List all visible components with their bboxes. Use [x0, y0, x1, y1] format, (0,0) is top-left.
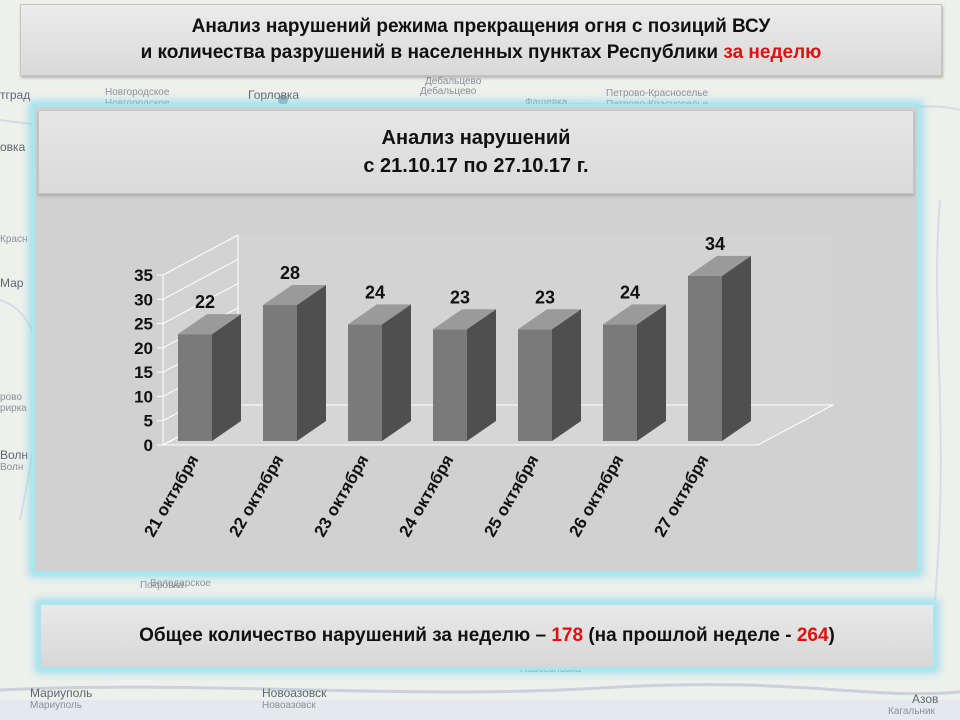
bar — [263, 305, 297, 441]
x-tick-label: 26 октября — [565, 452, 627, 541]
bar-top — [603, 304, 666, 325]
chart-subtitle: с 21.10.17 по 27.10.17 г. — [363, 155, 589, 177]
bar-value-label: 34 — [705, 234, 725, 254]
header-title-highlight: за неделю — [723, 42, 822, 63]
x-tick-label: 27 октября — [650, 452, 712, 541]
map-label: Покровка — [140, 580, 184, 591]
bar-top — [348, 304, 411, 325]
map-label: Красн — [0, 234, 28, 245]
y-tick-label: 35 — [134, 266, 153, 285]
header-banner: Анализ нарушений режима прекращения огня… — [20, 4, 942, 76]
map-label: Петрово-Красноселье — [606, 88, 709, 99]
map-label: Фащевка — [525, 97, 568, 108]
y-tick-label: 0 — [144, 436, 153, 455]
map-label: Мар — [0, 276, 24, 290]
bar-top — [178, 314, 241, 335]
y-tick-label: 20 — [134, 339, 153, 358]
summary-text: Общее количество нарушений за неделю – — [139, 625, 552, 646]
bar-side — [637, 304, 666, 441]
bar-side — [467, 309, 496, 441]
map-label: Дебальцево — [420, 86, 477, 97]
bar-value-label: 28 — [280, 263, 300, 283]
map-label: тград — [0, 88, 31, 102]
map-label: Азов — [912, 692, 939, 706]
bar-side — [722, 255, 751, 441]
bar — [688, 275, 722, 441]
map-label: рово — [0, 392, 22, 403]
x-tick-label: 22 октября — [225, 452, 287, 541]
header-title-text: и количества разрушений в населенных пун… — [140, 42, 724, 63]
y-tick-label: 15 — [134, 363, 153, 382]
summary-banner: Общее количество нарушений за неделю – 1… — [38, 602, 936, 670]
y-tick-label: 25 — [134, 315, 153, 334]
bar-top — [688, 255, 751, 276]
bar-value-label: 22 — [195, 292, 215, 312]
y-tick-label: 10 — [134, 387, 153, 406]
bar-side — [212, 314, 241, 441]
bar-chart: 0 5 10 15 20 25 30 35 22 21 октября 28 22 октября 24… — [134, 234, 834, 541]
map-label: Мариуполь — [30, 700, 82, 711]
map-label: Володарское — [150, 578, 211, 589]
map-label: Волн — [0, 462, 24, 473]
y-tick-label: 5 — [144, 412, 153, 431]
y-gridline — [162, 234, 239, 276]
x-tick-label: 25 октября — [480, 452, 542, 541]
bar — [518, 329, 552, 441]
bar-top — [433, 309, 496, 330]
bar-top — [518, 309, 581, 330]
map-label: Кагальник — [888, 706, 935, 717]
bar-side — [382, 304, 411, 441]
bar-top — [263, 285, 326, 305]
map-label: Новоазовск — [262, 686, 327, 700]
chart-title: Анализ нарушений — [381, 127, 571, 149]
map-label: Волн — [0, 448, 29, 462]
bar-value-label: 23 — [535, 287, 555, 307]
map-label: рирка — [0, 403, 27, 414]
summary-previous-total: 264 — [796, 625, 829, 646]
header-title-line-2: и количества разрушений в населенных пун… — [141, 40, 822, 66]
bar — [603, 324, 637, 441]
bar-value-label: 24 — [365, 282, 385, 302]
bar — [348, 324, 382, 441]
bar-side — [297, 285, 326, 441]
map-label: Дебальцево — [425, 76, 482, 87]
map-label: Новгородское — [105, 98, 169, 109]
map-label: овка — [0, 140, 26, 154]
summary-total: 178 — [551, 625, 584, 646]
x-tick-label: 24 октября — [395, 452, 457, 541]
x-tick-label: 21 октября — [140, 452, 202, 541]
summary-text-previous: (на прошлой неделе - — [583, 625, 797, 646]
y-gridline — [162, 258, 239, 300]
x-tick-label: 23 октября — [310, 452, 372, 541]
map-label: Новоазовск — [262, 700, 316, 711]
header-title-line-1: Анализ нарушений режима прекращения огня… — [191, 16, 771, 37]
map-label: Горловка — [248, 88, 300, 102]
bar-value-label: 23 — [450, 287, 470, 307]
map-label: Мариуполь — [30, 686, 93, 700]
map-label: Новгородское — [105, 87, 170, 98]
bar — [433, 329, 467, 441]
chart-panel-header: Анализ нарушений с 21.10.17 по 27.10.17 … — [38, 110, 914, 194]
y-tick-label: 30 — [134, 290, 153, 309]
chart-panel: Анализ нарушений с 21.10.17 по 27.10.17 … — [32, 104, 920, 574]
y-gridline — [162, 283, 239, 325]
bar — [178, 334, 212, 441]
bar-value-label: 24 — [620, 282, 640, 302]
summary-text-end: ) — [828, 625, 835, 646]
bar-side — [552, 309, 581, 441]
